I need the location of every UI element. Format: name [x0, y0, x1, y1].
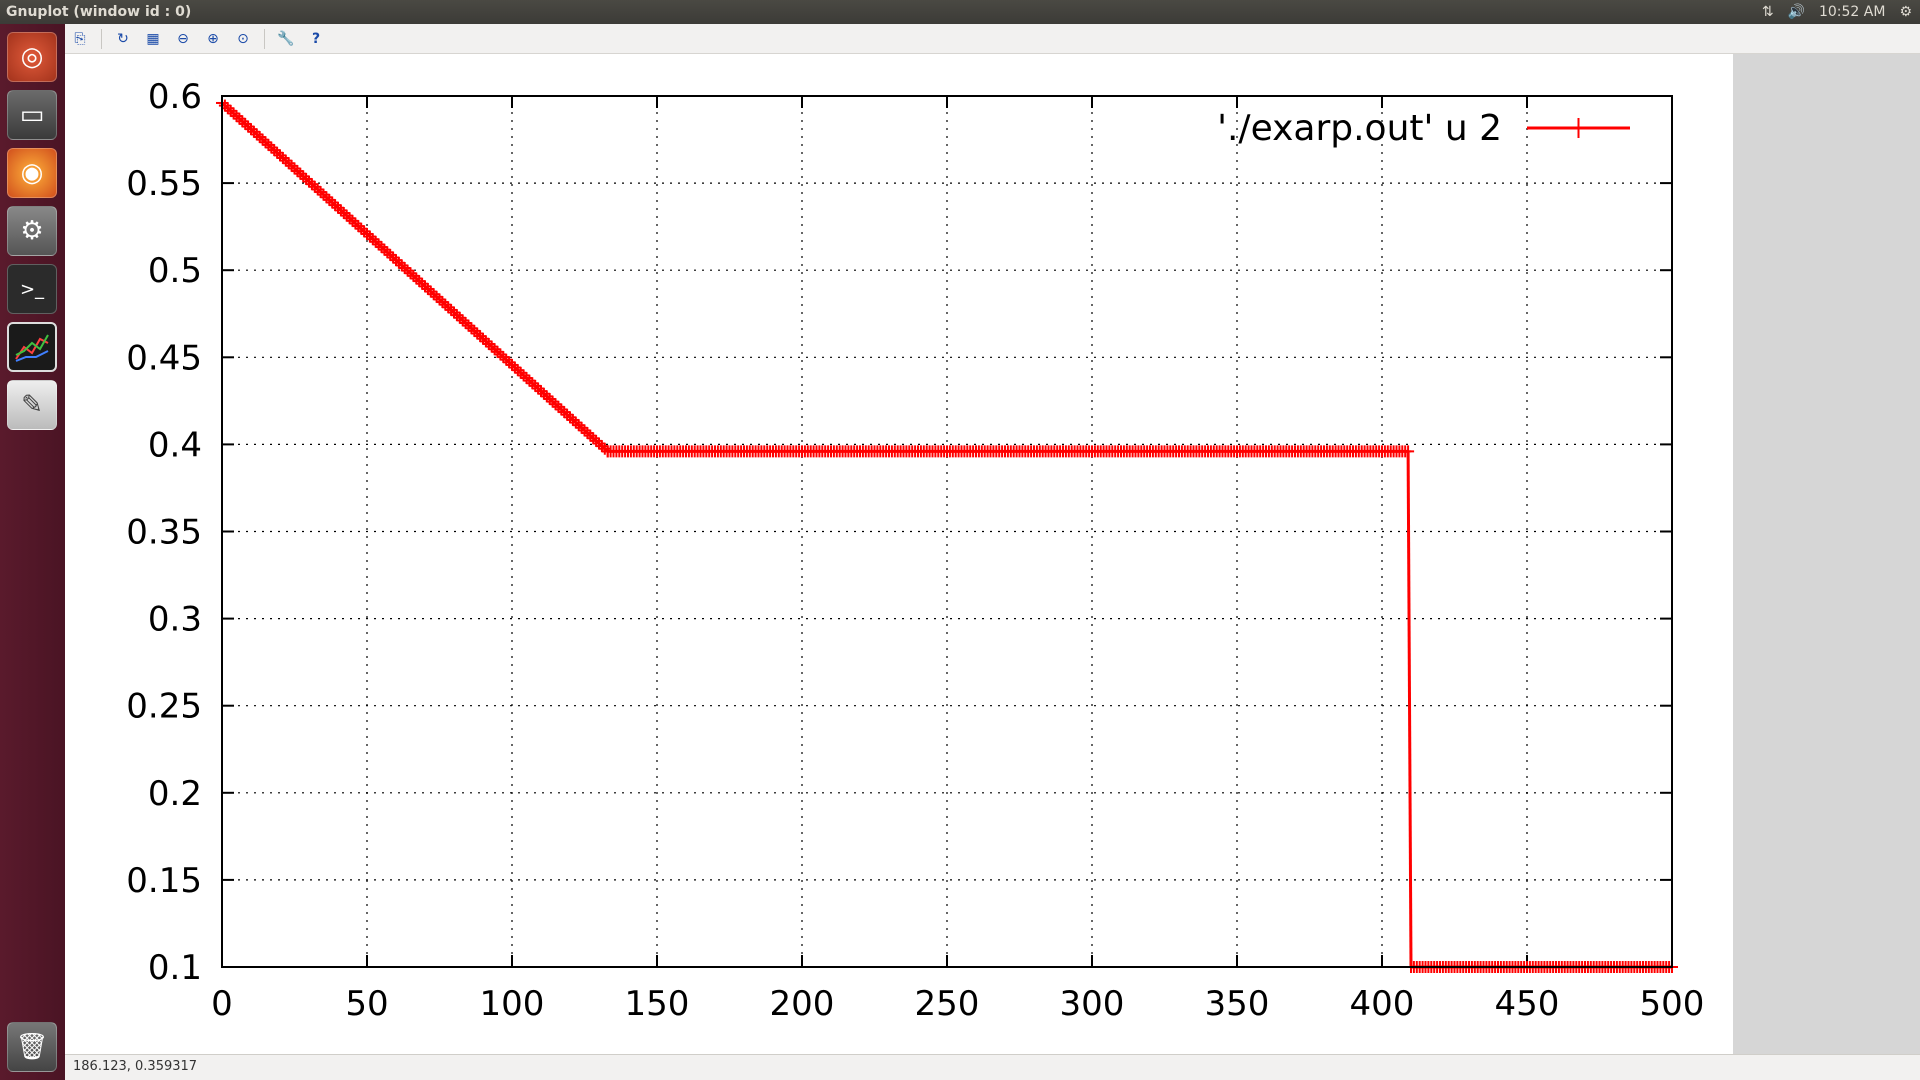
y-tick-label: 0.55: [126, 164, 202, 204]
gnuplot-icon[interactable]: [7, 322, 57, 372]
ubuntu-dash-icon[interactable]: ◎: [7, 32, 57, 82]
copy-to-clipboard-icon[interactable]: ⎘: [74, 30, 86, 47]
trash-icon[interactable]: 🗑: [7, 1022, 57, 1072]
y-tick-label: 0.25: [126, 687, 202, 727]
y-tick-label: 0.2: [148, 774, 202, 814]
chart[interactable]: 0 50 100 150 200 250 300 350 400 450 500 0.1 0.15 0.2…: [65, 54, 1733, 1054]
series-red: [216, 96, 1678, 973]
x-tick-label: 100: [480, 984, 545, 1024]
y-tick-label: 0.35: [126, 513, 202, 553]
help-icon[interactable]: ?: [311, 30, 321, 47]
axis-ticks: [221, 95, 1673, 968]
network-arrows-icon[interactable]: ⇅: [1761, 4, 1774, 20]
y-tick-label: 0.45: [126, 338, 202, 378]
plot-area[interactable]: 0 50 100 150 200 250 300 350 400 450 500 0.1 0.15 0.2…: [65, 54, 1733, 1054]
grid-icon[interactable]: ▦: [146, 30, 160, 47]
zoom-autoscale-icon[interactable]: ⊙: [237, 30, 249, 47]
x-tick-label: 0: [211, 984, 233, 1024]
y-tick-label: 0.1: [148, 948, 202, 988]
y-tick-label: 0.5: [148, 251, 202, 291]
right-panel: [1733, 54, 1920, 1054]
firefox-icon[interactable]: ◉: [7, 148, 57, 198]
grid-lines: [222, 96, 1672, 967]
toolbar-separator: [264, 28, 265, 49]
gear-icon[interactable]: ⚙: [1899, 4, 1912, 20]
y-tick-label: 0.4: [148, 425, 202, 465]
file-manager-icon[interactable]: ▭: [7, 90, 57, 140]
x-tick-label: 300: [1060, 984, 1125, 1024]
launcher: ◎ ▭ ◉ ⚙ >_ ✎ 🗑: [0, 24, 66, 1080]
tick-labels: 0 50 100 150 200 250 300 350 400 450 500 0.1 0.15 0.2…: [126, 77, 1704, 1024]
text-editor-icon[interactable]: ✎: [7, 380, 57, 430]
y-tick-label: 0.6: [148, 77, 202, 117]
y-tick-label: 0.15: [126, 861, 202, 901]
plot-frame: [221, 95, 1673, 968]
cursor-coordinates: 186.123, 0.359317: [73, 1059, 198, 1074]
clock[interactable]: 10:52 AM: [1818, 4, 1886, 20]
x-tick-label: 450: [1495, 984, 1560, 1024]
indicator-area: ⇅ 🔊 10:52 AM ⚙: [1762, 0, 1912, 24]
x-tick-label: 500: [1640, 984, 1705, 1024]
x-tick-label: 50: [345, 984, 388, 1024]
window-title: Gnuplot (window id : 0): [6, 4, 192, 20]
x-tick-label: 250: [915, 984, 980, 1024]
zoom-previous-icon[interactable]: ⊖: [177, 30, 189, 47]
preferences-icon[interactable]: 🔧: [277, 30, 295, 47]
legend: './exarp.out' u 2: [1217, 108, 1630, 149]
replot-icon[interactable]: ↻: [117, 30, 129, 47]
status-bar: 186.123, 0.359317: [65, 1054, 1920, 1080]
top-panel: Gnuplot (window id : 0) ⇅ 🔊 10:52 AM ⚙: [0, 0, 1920, 24]
volume-icon[interactable]: 🔊: [1787, 4, 1805, 20]
series-line-drop: [1406, 451, 1413, 968]
series-markers: [601, 445, 1415, 458]
terminal-icon[interactable]: >_: [7, 264, 57, 314]
legend-label: './exarp.out' u 2: [1217, 108, 1502, 149]
zoom-next-icon[interactable]: ⊕: [207, 30, 219, 47]
x-tick-label: 350: [1205, 984, 1270, 1024]
x-tick-label: 150: [625, 984, 690, 1024]
y-tick-label: 0.3: [148, 600, 202, 640]
system-settings-icon[interactable]: ⚙: [7, 206, 57, 256]
x-tick-label: 200: [770, 984, 835, 1024]
x-tick-label: 400: [1350, 984, 1415, 1024]
toolbar-separator: [101, 28, 102, 49]
gnuplot-toolbar: ⎘ ↻ ▦ ⊖ ⊕ ⊙ 🔧 ?: [65, 24, 1920, 54]
series-markers: [216, 96, 614, 458]
